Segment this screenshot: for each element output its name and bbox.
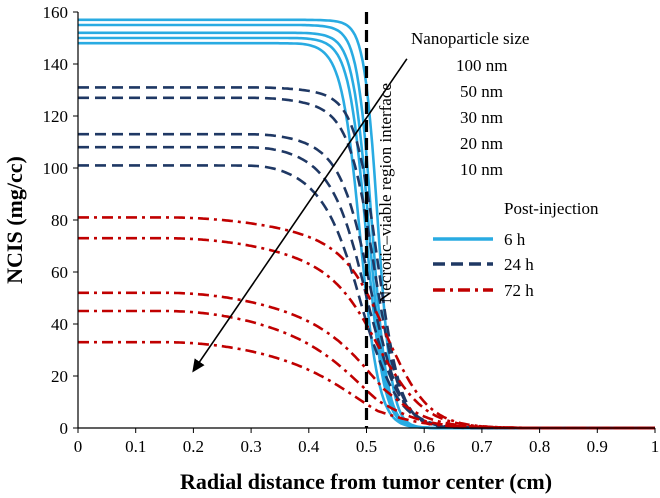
x-tick-label: 0.1 — [125, 437, 146, 456]
y-tick-label: 0 — [60, 419, 69, 438]
size-legend-entry: 10 nm — [460, 160, 503, 179]
x-tick-label: 0.3 — [240, 437, 261, 456]
trend-arrow — [192, 58, 408, 373]
y-axis-label: NCIS (mg/cc) — [2, 156, 27, 284]
y-tick-label: 140 — [43, 55, 69, 74]
size-legend-entry: 30 nm — [460, 108, 503, 127]
y-tick-label: 40 — [51, 315, 68, 334]
x-tick-label: 0.5 — [356, 437, 377, 456]
curves-group — [78, 12, 655, 430]
y-tick-label: 160 — [43, 3, 69, 22]
time-legend: Post-injection 6 h 24 h 72 h — [433, 199, 599, 300]
time-legend-entry: 72 h — [504, 281, 534, 300]
size-legend: Nanoparticle size 100 nm 50 nm 30 nm 20 … — [411, 29, 529, 179]
size-legend-entry: 50 nm — [460, 82, 503, 101]
size-legend-title: Nanoparticle size — [411, 29, 529, 48]
ticks-group: 0 0.1 0.2 0.3 0.4 0.5 0.6 0.7 0.8 0.9 1 0 20 40 60 80 10… — [43, 3, 660, 456]
series-line-24h — [78, 145, 655, 430]
time-legend-entry: 6 h — [504, 230, 526, 249]
size-legend-entry: 100 nm — [456, 56, 507, 75]
y-tick-label: 80 — [51, 211, 68, 230]
x-tick-label: 0.9 — [587, 437, 608, 456]
y-tick-label: 20 — [51, 367, 68, 386]
x-tick-label: 0.2 — [183, 437, 204, 456]
y-tick-label: 120 — [43, 107, 69, 126]
x-tick-label: 0 — [74, 437, 83, 456]
size-legend-entry: 20 nm — [460, 134, 503, 153]
y-tick-label: 100 — [43, 159, 69, 178]
x-tick-label: 0.7 — [471, 437, 493, 456]
x-tick-label: 1 — [651, 437, 660, 456]
time-legend-title: Post-injection — [504, 199, 599, 218]
x-tick-label: 0.4 — [298, 437, 320, 456]
time-legend-entry: 24 h — [504, 255, 534, 274]
x-axis-label: Radial distance from tumor center (cm) — [180, 469, 552, 494]
x-tick-label: 0.6 — [414, 437, 435, 456]
y-tick-label: 60 — [51, 263, 68, 282]
x-tick-label: 0.8 — [529, 437, 550, 456]
interface-label: Necrotic–viable region interface — [376, 83, 395, 303]
